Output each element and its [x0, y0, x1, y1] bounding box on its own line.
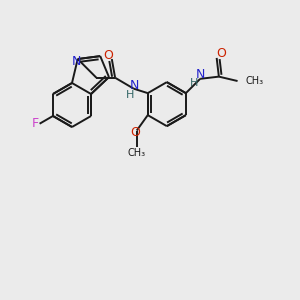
Text: O: O [130, 126, 140, 139]
Text: N: N [196, 68, 205, 81]
Text: N: N [72, 55, 81, 68]
Text: F: F [32, 117, 39, 130]
Text: H: H [126, 90, 134, 100]
Text: CH₃: CH₃ [128, 148, 146, 158]
Text: CH₃: CH₃ [246, 76, 264, 86]
Text: H: H [190, 78, 198, 88]
Text: N: N [130, 79, 140, 92]
Text: O: O [103, 49, 113, 62]
Text: O: O [217, 47, 226, 60]
